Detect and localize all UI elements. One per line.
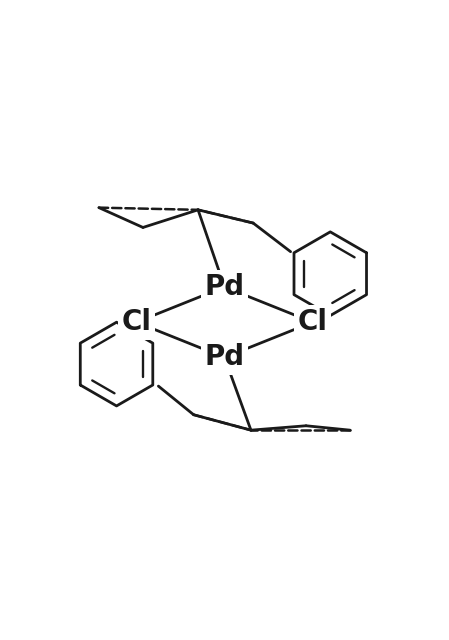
Text: Pd: Pd — [204, 344, 245, 371]
Text: Pd: Pd — [204, 273, 245, 301]
Text: Cl: Cl — [121, 308, 151, 336]
Text: Cl: Cl — [298, 308, 328, 336]
